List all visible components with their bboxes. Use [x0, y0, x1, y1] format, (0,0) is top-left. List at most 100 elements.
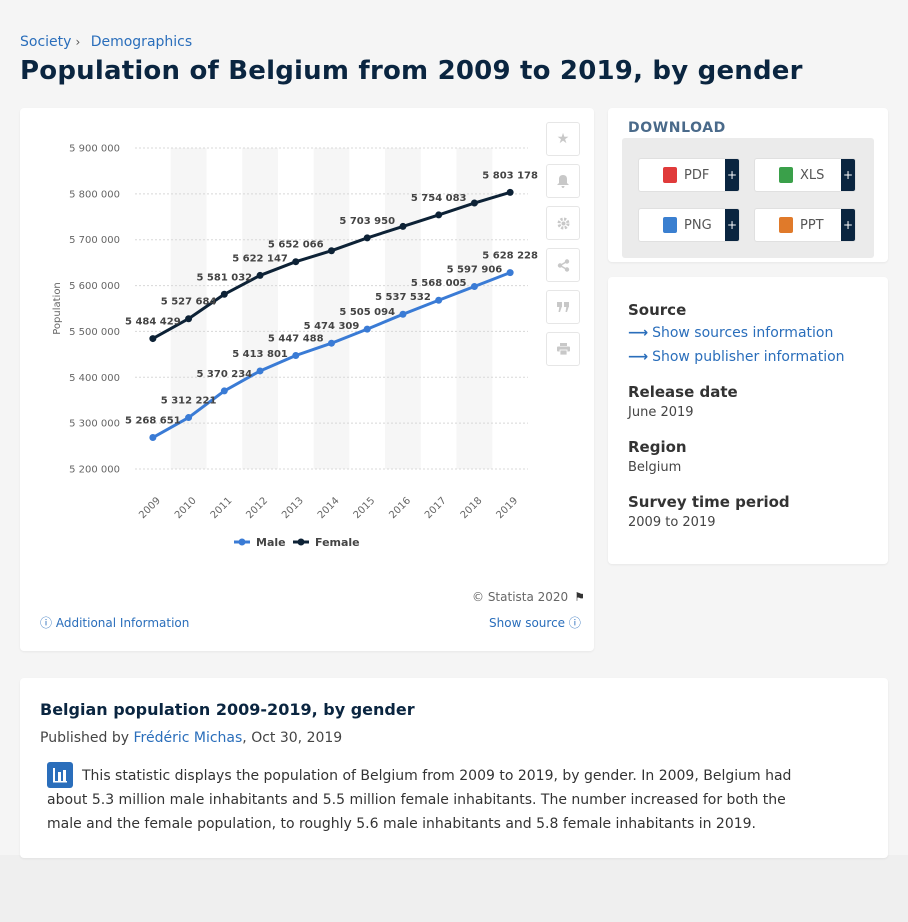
female-data-point [506, 188, 514, 196]
female-data-label: 5 652 066 [268, 240, 324, 251]
male-data-label: 5 474 309 [304, 321, 360, 332]
xls-file-icon [779, 167, 793, 183]
x-tick-label: 2009 [137, 495, 163, 521]
arrow-right-icon: ⟶ [628, 325, 649, 341]
male-legend-marker [238, 538, 246, 546]
female-data-label: 5 754 083 [411, 193, 467, 204]
show-publisher-link[interactable]: ⟶ Show publisher information [628, 349, 845, 365]
female-data-point [363, 234, 371, 242]
male-data-point [185, 414, 193, 422]
pdf-file-icon [663, 167, 677, 183]
ppt-file-icon [779, 217, 793, 233]
x-tick-label: 2016 [387, 495, 413, 521]
ppt-plus-icon[interactable]: + [841, 209, 855, 241]
description-card: Belgian population 2009-2019, by gender … [20, 678, 888, 858]
download-png-button[interactable]: PNG + [638, 208, 740, 242]
x-tick-label: 2013 [280, 495, 306, 521]
female-data-label: 5 703 950 [339, 216, 395, 227]
release-date-value: June 2019 [628, 405, 694, 420]
show-sources-link[interactable]: ⟶ Show sources information [628, 325, 833, 341]
breadcrumb-society[interactable]: Society [20, 34, 72, 50]
male-data-label: 5 597 906 [447, 265, 503, 276]
female-data-point [220, 290, 228, 298]
male-data-point [220, 387, 228, 395]
download-options: PDF + XLS + PNG + PPT + [622, 138, 874, 258]
male-data-label: 5 505 094 [339, 307, 395, 318]
info-icon: ⓘ [40, 616, 53, 630]
arrow-right-icon: ⟶ [628, 349, 649, 365]
chart-card: 5 200 000 5 300 000 5 400 000 5 500 000 5 60… [20, 108, 594, 651]
author-link[interactable]: Frédéric Michas [133, 730, 243, 746]
female-data-label: 5 622 147 [232, 253, 288, 264]
y-axis-label: Population [52, 282, 63, 335]
male-data-point [292, 352, 300, 360]
additional-information-link[interactable]: ⓘ Additional Information [40, 614, 189, 631]
png-file-icon [663, 217, 677, 233]
female-data-label: 5 484 429 [125, 317, 181, 328]
share-icon[interactable] [546, 248, 580, 282]
female-legend-marker [297, 538, 305, 546]
copyright: © Statista 2020 ⚑ [472, 590, 585, 604]
download-xls-button[interactable]: XLS + [754, 158, 856, 192]
statistic-icon [47, 762, 73, 788]
x-tick-label: 2012 [244, 495, 270, 521]
female-data-point [292, 258, 300, 266]
quote-icon[interactable] [546, 290, 580, 324]
female-data-point [328, 247, 335, 255]
male-data-label: 5 537 532 [375, 292, 431, 303]
download-pdf-button[interactable]: PDF + [638, 158, 740, 192]
show-publisher-label: Show publisher information [652, 349, 845, 365]
survey-period-label: Survey time period [628, 493, 790, 511]
female-data-label: 5 581 032 [196, 272, 252, 283]
male-data-point [399, 310, 407, 318]
copyright-text: © Statista 2020 [472, 590, 569, 604]
breadcrumb-demographics[interactable]: Demographics [90, 34, 193, 50]
xls-plus-icon[interactable]: + [841, 159, 855, 191]
additional-information-label: Additional Information [55, 616, 190, 630]
y-tick-label: 5 900 000 [69, 144, 120, 155]
print-icon[interactable] [546, 332, 580, 366]
description-title: Belgian population 2009-2019, by gender [40, 700, 415, 719]
male-data-point [149, 434, 157, 442]
male-data-label: 5 268 651 [125, 416, 181, 427]
x-tick-label: 2014 [316, 495, 342, 521]
y-tick-label: 5 200 000 [69, 465, 120, 476]
download-ppt-button[interactable]: PPT + [754, 208, 856, 242]
description-text: This statistic displays the population o… [47, 768, 792, 832]
gear-icon[interactable] [546, 206, 580, 240]
bell-icon[interactable] [546, 164, 580, 198]
male-data-point [435, 296, 443, 304]
female-data-label: 5 527 684 [161, 297, 217, 308]
breadcrumb: Society › Demographics [20, 34, 192, 50]
flag-icon[interactable]: ⚑ [574, 590, 585, 604]
male-data-label: 5 413 801 [232, 349, 288, 360]
male-data-point [256, 367, 264, 375]
y-tick-label: 5 800 000 [69, 189, 120, 200]
y-tick-label: 5 700 000 [69, 235, 120, 246]
release-date-label: Release date [628, 383, 738, 401]
x-tick-label: 2015 [352, 495, 378, 521]
x-tick-label: 2017 [423, 495, 449, 521]
chart-toolbar: ★ [546, 122, 580, 374]
female-legend-label: Female [315, 536, 360, 549]
show-source-link[interactable]: Show source ⓘ [489, 614, 581, 631]
pdf-plus-icon[interactable]: + [725, 159, 739, 191]
column-band [313, 148, 350, 469]
line-chart: 5 200 000 5 300 000 5 400 000 5 500 000 5 60… [52, 144, 538, 550]
female-data-point [149, 335, 157, 343]
y-tick-label: 5 400 000 [69, 373, 120, 384]
male-data-label: 5 312 221 [161, 396, 217, 407]
male-data-point [363, 325, 371, 333]
download-pdf-label: PDF [684, 167, 710, 183]
download-png-label: PNG [684, 217, 712, 233]
female-data-label: 5 803 178 [482, 170, 538, 181]
info-icon: ⓘ [568, 616, 581, 630]
star-icon[interactable]: ★ [546, 122, 580, 156]
show-source-label: Show source [489, 616, 566, 630]
png-plus-icon[interactable]: + [725, 209, 739, 241]
x-tick-label: 2019 [494, 495, 520, 521]
published-date: , Oct 30, 2019 [242, 730, 343, 746]
female-data-point [399, 222, 407, 230]
published-prefix: Published by [40, 730, 130, 746]
male-data-label: 5 447 488 [268, 334, 324, 345]
